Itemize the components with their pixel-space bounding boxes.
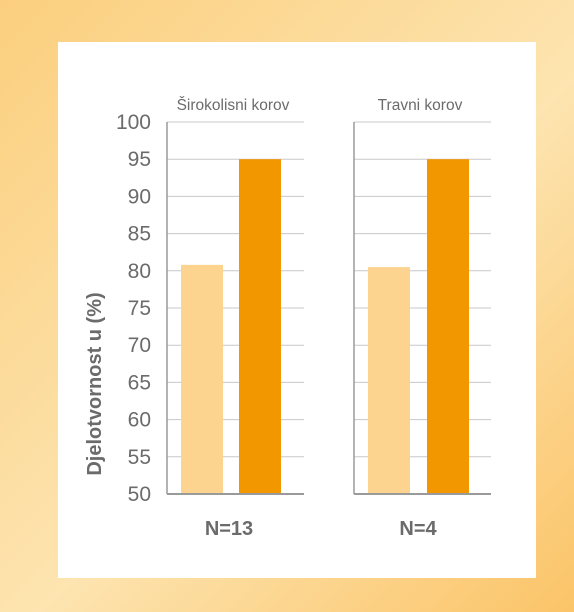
y-tick-label: 70	[128, 334, 151, 357]
y-axis-title: Djelotvornost u (%)	[84, 292, 106, 475]
y-tick-label: 80	[128, 260, 151, 283]
y-tick-label: 100	[116, 111, 151, 134]
y-tick-label: 65	[128, 371, 151, 394]
bars-layer	[181, 159, 469, 494]
group-title: Travni korov	[378, 97, 463, 114]
group-title: Širokolisni korov	[177, 97, 290, 114]
y-tick-label: 55	[128, 446, 151, 469]
y-tick-label: 75	[128, 297, 151, 320]
bar-light	[181, 264, 223, 494]
axes-layer	[166, 122, 491, 495]
bar-dark	[239, 159, 281, 494]
group-n-label: N=4	[399, 518, 437, 540]
y-tick-label: 85	[128, 223, 151, 246]
labels-layer: Širokolisni korov N=13 Travni korov N=4 100 9…	[116, 97, 463, 540]
group-n-label: N=13	[205, 518, 253, 540]
y-tick-label: 95	[128, 148, 151, 171]
y-tick-label: 90	[128, 185, 151, 208]
y-tick-label: 60	[128, 409, 151, 432]
y-tick-label: 50	[128, 483, 151, 506]
bar-light	[368, 267, 410, 494]
bar-dark	[427, 159, 469, 494]
